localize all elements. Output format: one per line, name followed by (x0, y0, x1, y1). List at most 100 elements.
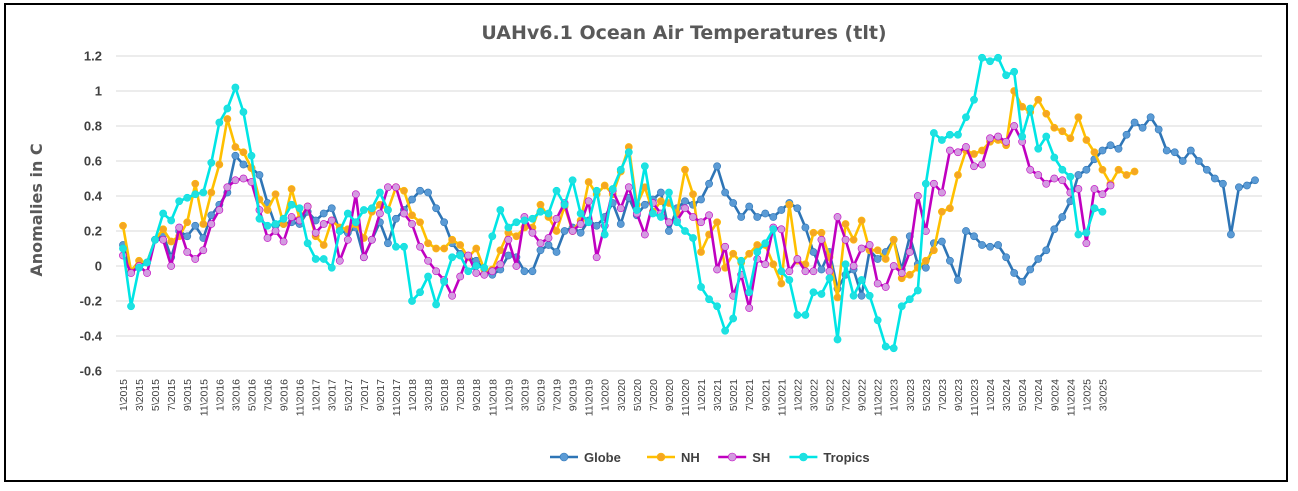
data-point-globe (729, 199, 738, 207)
data-point-globe (416, 186, 424, 195)
data-point-nh (512, 232, 521, 241)
y-tick-label: 0.6 (84, 154, 102, 169)
data-point-sh (849, 262, 858, 270)
x-tick-label: 9\2017 (375, 379, 387, 411)
data-point-tropics (1002, 71, 1011, 80)
data-point-tropics (1090, 204, 1099, 213)
data-point-sh (552, 214, 561, 223)
data-point-tropics (937, 136, 946, 144)
data-point-sh (127, 269, 135, 277)
data-point-sh (721, 242, 730, 251)
data-point-globe (640, 200, 649, 209)
data-point-sh (889, 262, 898, 270)
data-point-globe (528, 267, 537, 276)
data-point-nh (183, 218, 192, 227)
data-point-nh (1042, 109, 1051, 118)
data-point-sh (913, 192, 922, 200)
data-point-nh (970, 150, 978, 158)
data-point-sh (777, 225, 786, 234)
data-point-globe (424, 188, 432, 197)
data-point-sh (881, 283, 890, 291)
data-point-tropics (424, 272, 432, 281)
data-point-tropics (632, 206, 641, 214)
data-point-tropics (327, 263, 336, 272)
x-tick-label: 11\2016 (295, 379, 307, 416)
y-axis-label: Anomalies in C (27, 143, 46, 276)
data-point-tropics (648, 209, 657, 218)
data-point-tropics (1018, 132, 1027, 141)
data-point-sh (351, 190, 360, 199)
data-point-tropics (657, 213, 665, 221)
data-point-sh (287, 213, 296, 221)
data-point-tropics (311, 255, 320, 263)
data-point-nh (223, 115, 232, 123)
data-point-nh (857, 216, 866, 225)
data-point-tropics (978, 53, 986, 62)
data-point-tropics (745, 288, 754, 297)
data-point-globe (793, 204, 802, 213)
data-point-sh (416, 242, 424, 251)
data-point-tropics (608, 185, 617, 193)
data-point-tropics (400, 242, 408, 251)
data-point-nh (929, 246, 938, 255)
x-tick-label: 7\2016 (263, 379, 275, 411)
data-point-globe (1178, 157, 1187, 165)
data-point-globe (946, 256, 954, 265)
data-point-sh (448, 291, 457, 300)
data-point-sh (215, 206, 224, 214)
data-point-globe (592, 221, 601, 230)
x-tick-label: 9\2020 (664, 379, 676, 411)
x-tick-label: 1\2015 (118, 379, 130, 411)
data-point-tropics (777, 267, 786, 276)
x-tick-label: 9\2019 (568, 379, 580, 411)
data-point-globe (1002, 253, 1011, 262)
data-point-globe (665, 227, 673, 235)
data-point-sh (994, 132, 1002, 141)
data-point-globe (384, 239, 392, 248)
x-tick-label: 7\2022 (841, 379, 853, 411)
data-point-nh (881, 255, 890, 263)
data-point-nh (600, 181, 609, 190)
data-point-sh (472, 269, 481, 277)
data-point-tropics (175, 197, 184, 206)
legend-swatch-marker (799, 452, 808, 462)
data-point-sh (825, 267, 834, 276)
data-point-tropics (873, 316, 882, 325)
data-point-globe (520, 267, 529, 276)
data-point-tropics (681, 227, 689, 235)
data-point-tropics (295, 204, 304, 213)
data-point-tropics (239, 108, 248, 116)
data-point-nh (159, 225, 168, 234)
data-point-nh (263, 206, 272, 214)
y-tick-label: 0.4 (84, 189, 103, 204)
x-tick-label: 1\2018 (407, 379, 419, 411)
data-point-sh (536, 239, 545, 248)
data-point-nh (472, 244, 481, 253)
data-point-tropics (480, 263, 489, 272)
x-tick-label: 1\2019 (503, 379, 515, 411)
data-point-nh (745, 249, 754, 258)
data-point-tropics (247, 151, 256, 160)
data-point-sh (528, 228, 537, 237)
data-point-sh (954, 148, 962, 157)
data-point-sh (191, 255, 200, 263)
data-point-sh (937, 188, 946, 197)
data-point-tropics (215, 118, 224, 127)
y-tick-label: -0.6 (80, 364, 102, 379)
data-point-nh (873, 246, 882, 255)
data-point-sh (496, 260, 505, 269)
data-point-sh (616, 204, 625, 213)
data-point-nh (432, 244, 441, 253)
data-point-globe (753, 213, 762, 221)
chart-frame: UAHv6.1 Ocean Air Temperatures (tlt) Ano… (4, 3, 1288, 482)
data-point-tropics (1050, 153, 1059, 162)
data-point-sh (841, 235, 850, 244)
data-point-sh (865, 241, 874, 249)
y-tick-label: -0.4 (80, 329, 103, 344)
data-point-sh (1042, 179, 1051, 188)
x-tick-label: 11\2015 (198, 379, 210, 416)
data-point-tropics (512, 218, 521, 227)
data-point-tropics (135, 263, 143, 272)
data-point-sh (424, 256, 432, 265)
data-point-nh (1074, 113, 1083, 122)
